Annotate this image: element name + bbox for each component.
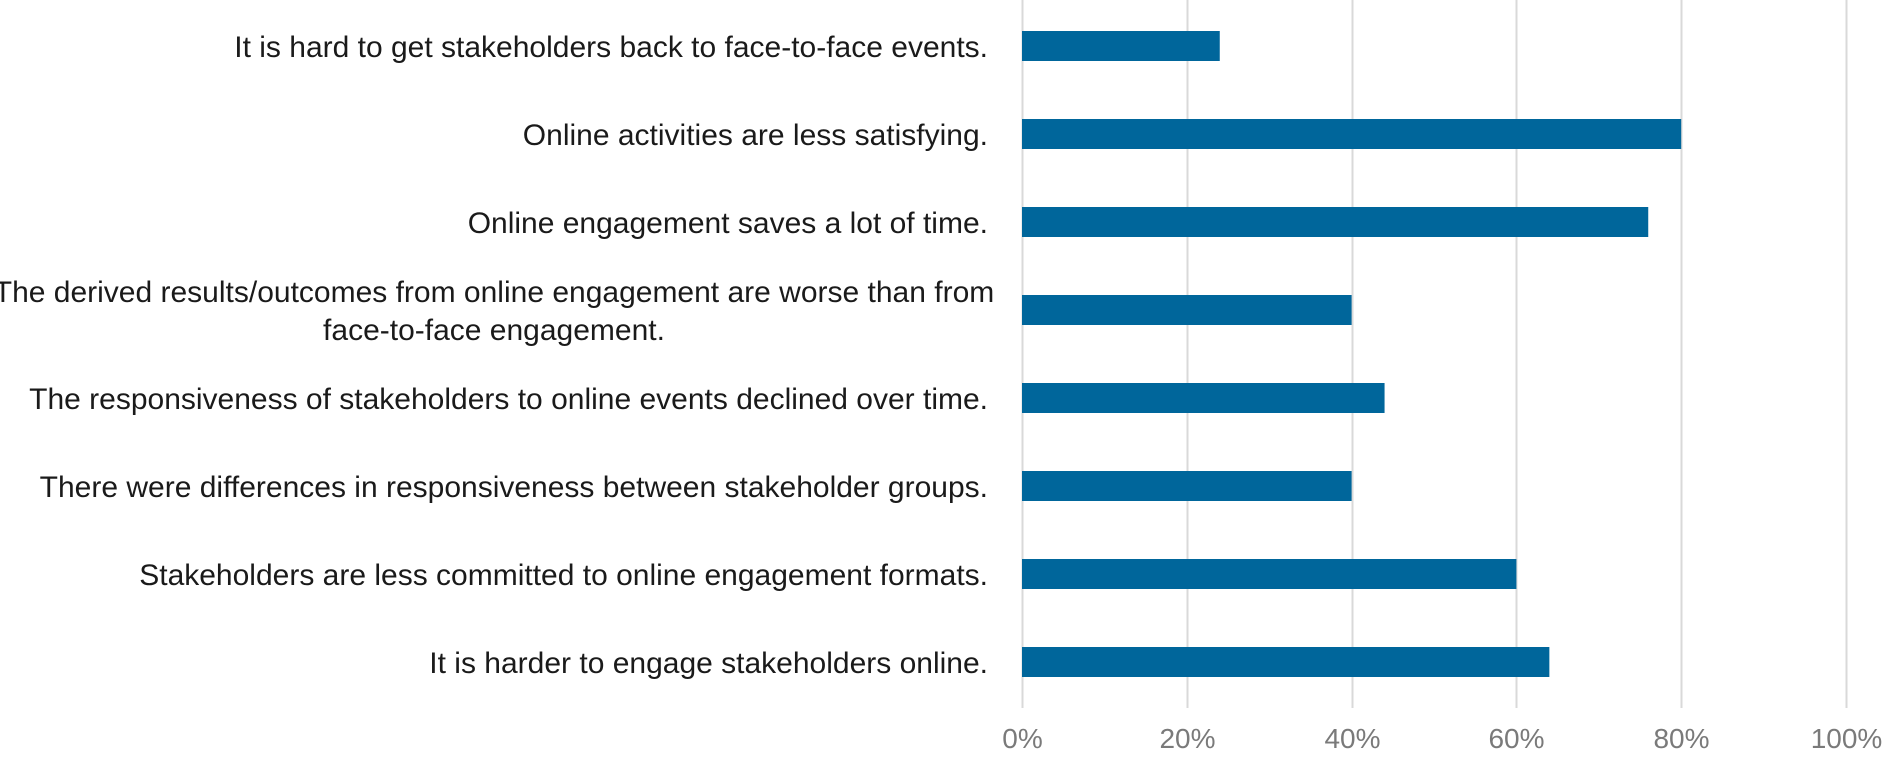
bar — [1022, 207, 1649, 237]
x-axis-tick-labels: 0% 20% 40% 60% 80% 100% — [1002, 723, 1882, 754]
bar — [1022, 471, 1352, 501]
x-tick-label: 80% — [1653, 723, 1709, 754]
category-label: The responsiveness of stakeholders to on… — [29, 383, 988, 416]
category-label: Online activities are less satisfying. — [523, 119, 988, 152]
bar — [1022, 647, 1550, 677]
category-label: It is hard to get stakeholders back to f… — [234, 31, 988, 64]
category-label: It is harder to engage stakeholders onli… — [429, 647, 988, 680]
category-label: face-to-face engagement. — [323, 314, 665, 347]
x-tick-label: 20% — [1159, 723, 1215, 754]
bar — [1022, 295, 1352, 325]
bar — [1022, 119, 1682, 149]
category-label: Online engagement saves a lot of time. — [468, 207, 988, 240]
category-label: Stakeholders are less committed to onlin… — [139, 559, 988, 592]
x-tick-label: 60% — [1488, 723, 1544, 754]
category-label: The derived results/outcomes from online… — [0, 276, 994, 309]
category-labels: It is hard to get stakeholders back to f… — [0, 31, 994, 680]
bar — [1022, 383, 1385, 413]
bar — [1022, 559, 1517, 589]
bar — [1022, 31, 1220, 61]
bars — [1022, 31, 1682, 677]
x-tick-label: 0% — [1002, 723, 1042, 754]
x-tick-label: 100% — [1811, 723, 1883, 754]
x-tick-label: 40% — [1324, 723, 1380, 754]
gridlines — [1021, 0, 1848, 708]
category-label: There were differences in responsiveness… — [40, 471, 988, 504]
